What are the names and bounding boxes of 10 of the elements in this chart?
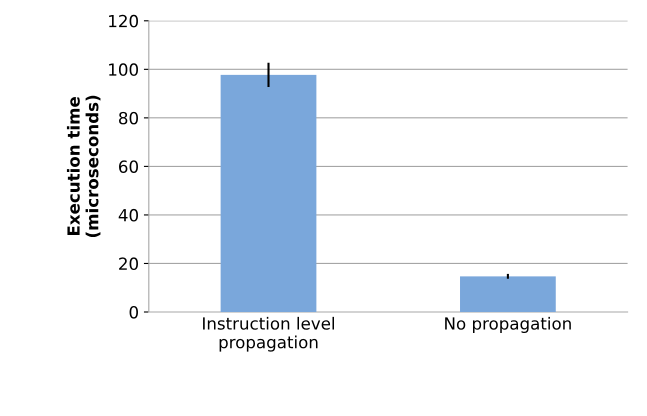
x-tick-label: No propagation [445,316,571,333]
y-tick-label: 80 [119,112,138,124]
y-tick-label: 60 [119,160,138,173]
x-tick-label: Instruction level propagation [203,316,334,352]
y-tick-label: 120 [109,14,138,28]
y-tick-label: 40 [118,208,138,222]
y-tick-label: 100 [109,63,138,76]
y-tick-label: 20 [119,257,138,270]
y-axis-title: Execution time (microseconds) [66,96,100,238]
y-tick-label: 0 [130,306,138,319]
